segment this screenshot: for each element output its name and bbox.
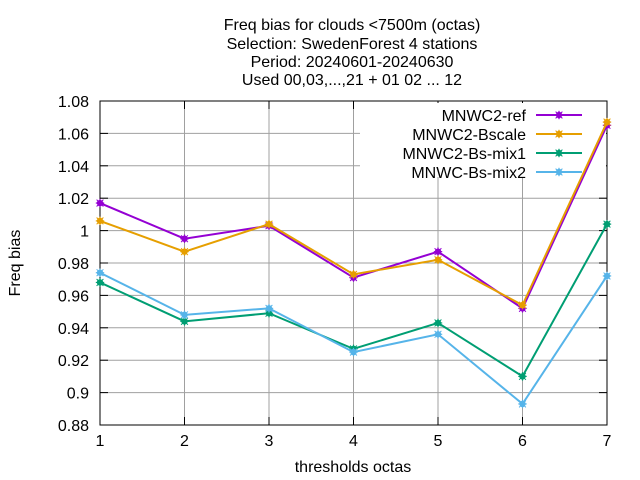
data-point	[602, 219, 612, 229]
data-point	[180, 234, 189, 243]
data-point	[433, 318, 443, 328]
y-tick-label: 0.88	[58, 418, 89, 435]
data-point	[433, 247, 443, 256]
legend-entry: MNWC2-Bscale	[412, 127, 582, 144]
plot-border	[99, 100, 608, 426]
legend-label: MNWC-Bs-mix2	[411, 165, 526, 182]
x-axis-label: thresholds octas	[295, 459, 412, 476]
y-tick-label: 0.98	[58, 256, 89, 273]
x-tick-label: 2	[180, 433, 189, 450]
data-point	[180, 310, 189, 320]
x-tick-labels: 1 2 3 4 5 6 7	[96, 433, 612, 450]
legend: MNWC2-ref MNWC2-Bscale MNWC2-Bs-mix1 MNWC-B…	[402, 108, 582, 182]
chart-title: Freq bias for clouds <7500m (octas) Sele…	[224, 17, 481, 89]
legend-label: MNWC2-ref	[442, 108, 527, 125]
x-tick-label: 4	[349, 433, 358, 450]
data-point	[518, 399, 527, 409]
legend-entry: MNWC2-Bs-mix1	[402, 146, 582, 163]
y-tick-labels: 0.88 0.9 0.92 0.94 0.96 0.98 1 1.02 1.04 1.06 1.08	[58, 94, 89, 435]
y-tick-label: 0.92	[58, 353, 89, 370]
x-tick-label: 1	[96, 433, 105, 450]
y-tick-label: 0.94	[58, 321, 89, 338]
legend-entry: MNWC2-ref	[442, 108, 582, 125]
series-4	[95, 268, 612, 409]
y-tick-label: 1.02	[58, 191, 89, 208]
x-tick-label: 5	[434, 433, 443, 450]
title-line-2: Selection: SwedenForest 4 stations	[227, 36, 478, 53]
data-point	[95, 268, 105, 277]
data-point	[602, 117, 612, 127]
data-point	[433, 255, 443, 264]
y-tick-label: 1.06	[58, 126, 89, 143]
y-axis-label: Freq bias	[7, 230, 24, 297]
legend-label: MNWC2-Bscale	[412, 127, 526, 144]
title-line-1: Freq bias for clouds <7500m (octas)	[224, 17, 481, 34]
legend-marker	[554, 167, 564, 177]
data-point	[349, 347, 358, 357]
legend-marker	[554, 129, 564, 139]
y-tick-label: 0.96	[58, 288, 89, 305]
data-point	[95, 198, 105, 208]
data-point	[264, 219, 274, 229]
y-tick-label: 1.08	[58, 94, 89, 111]
y-tick-label: 1.04	[58, 159, 89, 176]
data-point	[518, 372, 527, 381]
data-point	[264, 309, 274, 318]
legend-marker	[554, 148, 564, 158]
legend-marker	[554, 110, 564, 120]
data-point	[95, 278, 105, 287]
title-line-3: Period: 20240601-20240630	[251, 54, 454, 71]
y-tick-label: 1	[80, 224, 89, 241]
x-tick-label: 3	[265, 433, 274, 450]
data-point	[95, 216, 105, 226]
series-lines	[95, 117, 612, 409]
x-tick-label: 7	[603, 433, 612, 450]
data-point	[602, 271, 612, 281]
y-tick-label: 0.9	[67, 386, 89, 403]
title-line-4: Used 00,03,...,21 + 01 02 ... 12	[242, 72, 462, 89]
legend-label: MNWC2-Bs-mix1	[402, 146, 526, 163]
x-tick-label: 6	[518, 433, 527, 450]
data-point	[433, 330, 443, 339]
series-2	[95, 117, 612, 310]
data-point	[180, 247, 189, 256]
data-point	[518, 300, 527, 310]
data-point	[264, 304, 274, 313]
data-point	[349, 270, 358, 279]
legend-entry: MNWC-Bs-mix2	[411, 165, 582, 182]
